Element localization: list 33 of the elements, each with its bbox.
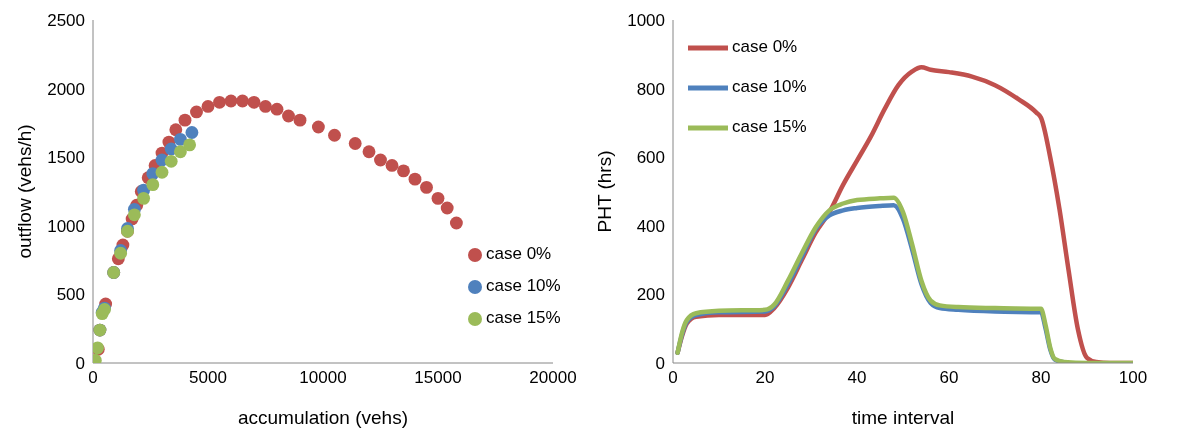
x-tick-label: 5000 bbox=[189, 368, 227, 388]
y-tick-label: 2000 bbox=[47, 79, 85, 99]
y-tick-label: 0 bbox=[75, 354, 85, 374]
y-tick-label: 2500 bbox=[47, 11, 85, 31]
x-axis-title: accumulation (vehs) bbox=[237, 407, 409, 429]
y-tick-label: 200 bbox=[636, 285, 665, 305]
y-tick-label: 1500 bbox=[47, 148, 85, 168]
x-tick-label: 10000 bbox=[299, 368, 347, 388]
legend-label: case 10% bbox=[732, 77, 807, 97]
x-tick-label: 0 bbox=[88, 368, 98, 388]
y-tick-label: 600 bbox=[636, 148, 665, 168]
y-axis-title: outflow (vehs/h) bbox=[13, 124, 35, 259]
legend-label: case 15% bbox=[732, 117, 807, 137]
legend-label: case 0% bbox=[486, 244, 552, 263]
y-tick-label: 1000 bbox=[627, 11, 665, 31]
legend-label: case 10% bbox=[486, 276, 561, 295]
x-tick-label: 80 bbox=[1031, 368, 1051, 388]
x-axis-title: time interval bbox=[851, 407, 955, 429]
y-tick-label: 1000 bbox=[47, 216, 85, 236]
legend-label: case 0% bbox=[732, 37, 798, 57]
x-tick-label: 100 bbox=[1118, 368, 1148, 388]
x-tick-label: 40 bbox=[847, 368, 867, 388]
y-tick-label: 500 bbox=[56, 285, 85, 305]
x-tick-label: 15000 bbox=[414, 368, 462, 388]
x-tick-label: 20000 bbox=[529, 368, 577, 388]
y-tick-label: 800 bbox=[636, 79, 665, 99]
x-tick-label: 60 bbox=[939, 368, 959, 388]
legend-label: case 15% bbox=[486, 308, 561, 327]
y-tick-label: 0 bbox=[655, 354, 665, 374]
y-tick-label: 400 bbox=[636, 216, 665, 236]
x-tick-label: 0 bbox=[668, 368, 678, 388]
x-tick-label: 20 bbox=[755, 368, 775, 388]
y-axis-title: PHT (hrs) bbox=[593, 150, 615, 233]
